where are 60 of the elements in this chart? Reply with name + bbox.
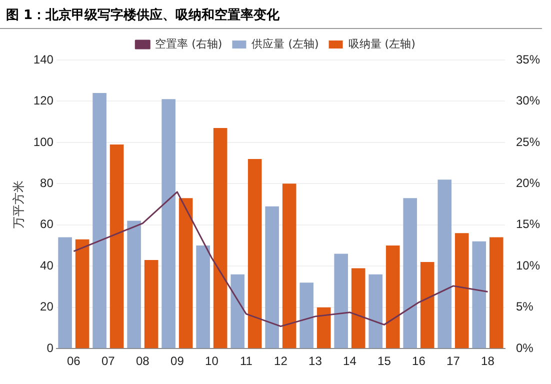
bar	[282, 184, 296, 348]
x-tick-label: 11	[240, 354, 253, 368]
y-tick-label: 40	[40, 258, 54, 272]
bar	[420, 262, 434, 348]
y2-tick-label: 10%	[516, 258, 540, 272]
y2-tick-label: 0%	[516, 340, 534, 355]
bar	[144, 260, 158, 348]
y-tick-label: 60	[40, 217, 54, 232]
x-tick-label: 13	[308, 354, 322, 368]
bar	[248, 158, 262, 348]
legend-label: 空置率 (右轴)	[155, 37, 222, 50]
x-tick-label: 09	[170, 354, 184, 368]
y-tick-label: 100	[33, 134, 54, 149]
x-tick-label: 10	[205, 354, 219, 368]
x-tick-label: 08	[136, 354, 150, 368]
legend-label: 供应量 (左轴)	[252, 37, 319, 50]
y2-tick-label: 15%	[516, 217, 540, 232]
y2-tick-label: 30%	[516, 94, 540, 108]
y2-tick-label: 5%	[516, 300, 534, 314]
bar	[438, 180, 452, 348]
x-tick-label: 06	[66, 354, 81, 368]
bar	[196, 246, 210, 348]
y-tick-label: 120	[33, 94, 54, 108]
bar	[75, 239, 90, 348]
bar	[265, 206, 279, 348]
x-tick-label: 15	[378, 354, 392, 368]
bar	[213, 128, 228, 348]
bar	[58, 237, 72, 348]
y-axis-title: 万平方米	[11, 180, 26, 228]
x-tick-label: 12	[274, 354, 288, 368]
bar	[162, 99, 176, 348]
bar	[368, 274, 382, 348]
legend-label: 吸纳量 (左轴)	[348, 37, 416, 50]
bar	[472, 241, 486, 348]
x-tick-label: 16	[412, 354, 426, 368]
y-tick-label: 20	[40, 300, 54, 314]
y-tick-label: 80	[40, 176, 54, 190]
y-tick-label: 140	[33, 52, 54, 66]
bar	[334, 254, 348, 348]
x-tick-label: 07	[102, 354, 116, 368]
bar	[230, 274, 244, 348]
bar	[316, 307, 331, 348]
y-tick-label: 0	[46, 340, 54, 355]
x-tick-label: 18	[481, 354, 495, 368]
bar	[386, 246, 400, 348]
bar	[92, 92, 106, 348]
bar	[110, 144, 124, 348]
y2-tick-label: 25%	[516, 134, 540, 149]
bar	[351, 268, 366, 348]
bar	[403, 198, 417, 348]
bar	[127, 220, 141, 348]
y2-tick-label: 20%	[516, 176, 540, 190]
bar	[300, 282, 314, 348]
x-tick-label: 17	[446, 354, 460, 368]
x-tick-label: 14	[343, 354, 357, 368]
bar	[454, 233, 469, 348]
y2-tick-label: 35%	[516, 52, 540, 66]
chart-title: 图 1：北京甲级写字楼供应、吸纳和空置率变化	[0, 0, 542, 29]
bar	[489, 237, 504, 348]
bar	[178, 198, 193, 348]
